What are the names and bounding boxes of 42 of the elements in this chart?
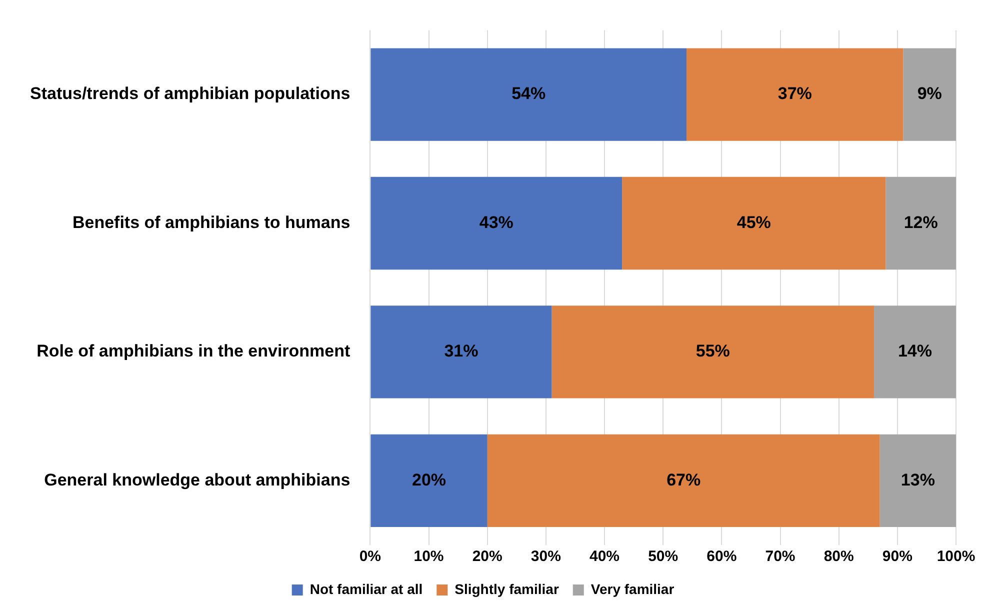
data-label: 31% bbox=[444, 342, 478, 361]
x-tick-label: 10% bbox=[414, 548, 444, 566]
data-label: 37% bbox=[778, 84, 812, 104]
data-label: 67% bbox=[666, 470, 701, 490]
y-tick-label: General knowledge about amphibians bbox=[44, 470, 350, 490]
x-tick-label: 100% bbox=[936, 548, 976, 566]
x-tick-label: 90% bbox=[882, 548, 912, 566]
data-label: 54% bbox=[512, 84, 546, 104]
bar bbox=[886, 176, 956, 270]
x-tick-label: 20% bbox=[472, 548, 502, 566]
bar bbox=[370, 176, 622, 270]
bar bbox=[370, 306, 552, 398]
data-label: 12% bbox=[904, 212, 938, 232]
data-label: 45% bbox=[736, 212, 771, 232]
x-tick-label: 30% bbox=[530, 548, 561, 566]
data-label: 55% bbox=[696, 342, 730, 361]
x-tick-label: 0% bbox=[359, 548, 382, 566]
bar bbox=[874, 306, 956, 398]
bar bbox=[903, 48, 956, 141]
data-label: 14% bbox=[898, 342, 932, 361]
bar bbox=[552, 306, 874, 398]
y-tick-label: Benefits of amphibians to humans bbox=[72, 212, 350, 232]
data-label: 20% bbox=[412, 470, 446, 490]
bar bbox=[880, 434, 956, 527]
y-tick-label: Role of amphibians in the environment bbox=[36, 342, 351, 361]
legend-label: Slightly familiar bbox=[454, 580, 560, 597]
x-tick-label: 80% bbox=[824, 548, 854, 566]
x-tick-label: 50% bbox=[648, 548, 678, 566]
legend-label: Very familiar bbox=[590, 580, 675, 597]
data-label: 13% bbox=[900, 470, 935, 490]
x-tick-label: 60% bbox=[706, 548, 737, 566]
bar bbox=[487, 434, 880, 527]
x-tick-label: 70% bbox=[765, 548, 796, 566]
bar bbox=[622, 176, 886, 270]
bar bbox=[686, 48, 904, 141]
bar bbox=[370, 48, 687, 141]
data-label: 43% bbox=[479, 212, 514, 232]
y-tick-label: Status/trends of amphibian populations bbox=[30, 84, 350, 104]
legend-label: Not familiar at all bbox=[310, 580, 423, 597]
bar bbox=[370, 434, 488, 527]
x-tick-label: 40% bbox=[589, 548, 620, 566]
data-label: 9% bbox=[917, 84, 942, 104]
